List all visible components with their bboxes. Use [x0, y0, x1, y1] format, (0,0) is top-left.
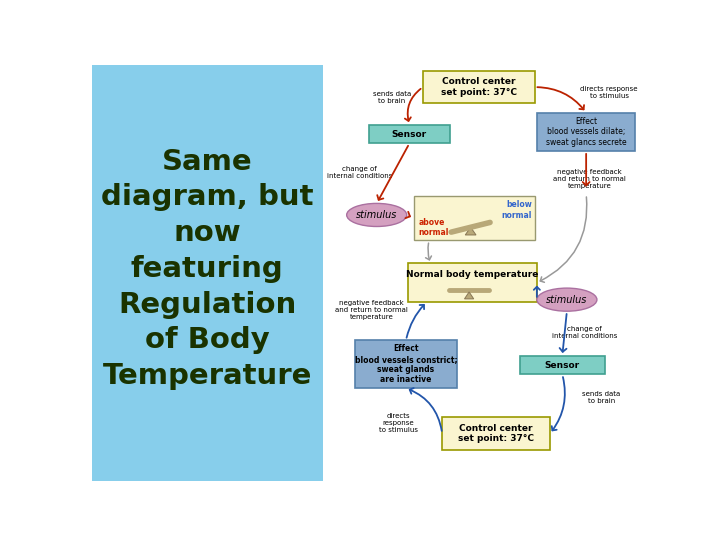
FancyBboxPatch shape [355, 340, 456, 388]
Text: Control center
set point: 37°C: Control center set point: 37°C [458, 424, 534, 443]
Text: stimulus: stimulus [546, 295, 588, 305]
FancyBboxPatch shape [92, 65, 323, 481]
Text: negative feedback
and return to normal
temperature: negative feedback and return to normal t… [553, 169, 626, 189]
Polygon shape [465, 227, 476, 235]
Text: change of
internal conditions: change of internal conditions [327, 166, 392, 179]
Text: Effect
blood vessels dilate;
sweat glancs secrete: Effect blood vessels dilate; sweat glanc… [546, 117, 626, 147]
Ellipse shape [537, 288, 597, 311]
FancyBboxPatch shape [520, 356, 605, 374]
Text: stimulus: stimulus [356, 210, 397, 220]
Text: change of
internal conditions: change of internal conditions [552, 326, 617, 339]
Text: directs
response
to stimulus: directs response to stimulus [379, 413, 418, 433]
Text: Effect
blood vessels constrict;
sweat glands
are inactive: Effect blood vessels constrict; sweat gl… [355, 344, 457, 384]
FancyBboxPatch shape [414, 195, 535, 240]
Text: sends data
to brain: sends data to brain [582, 391, 621, 404]
FancyBboxPatch shape [408, 264, 537, 302]
Text: negative feedback
and return to normal
temperature: negative feedback and return to normal t… [335, 300, 408, 320]
FancyBboxPatch shape [423, 71, 534, 103]
Polygon shape [464, 292, 474, 299]
Text: below
normal: below normal [502, 200, 532, 220]
Ellipse shape [346, 204, 407, 226]
Text: sends data
to brain: sends data to brain [373, 91, 411, 104]
Text: above
normal: above normal [418, 218, 449, 237]
Text: Same
diagram, but
now
featuring
Regulation
of Body
Temperature: Same diagram, but now featuring Regulati… [101, 148, 313, 390]
Text: Sensor: Sensor [392, 130, 427, 139]
FancyBboxPatch shape [369, 125, 450, 143]
Text: Control center
set point: 37°C: Control center set point: 37°C [441, 77, 517, 97]
Text: Sensor: Sensor [545, 361, 580, 369]
FancyBboxPatch shape [537, 112, 636, 151]
Text: Normal body temperature: Normal body temperature [406, 270, 539, 279]
FancyBboxPatch shape [442, 417, 550, 450]
Text: directs response
to stimulus: directs response to stimulus [580, 86, 638, 99]
